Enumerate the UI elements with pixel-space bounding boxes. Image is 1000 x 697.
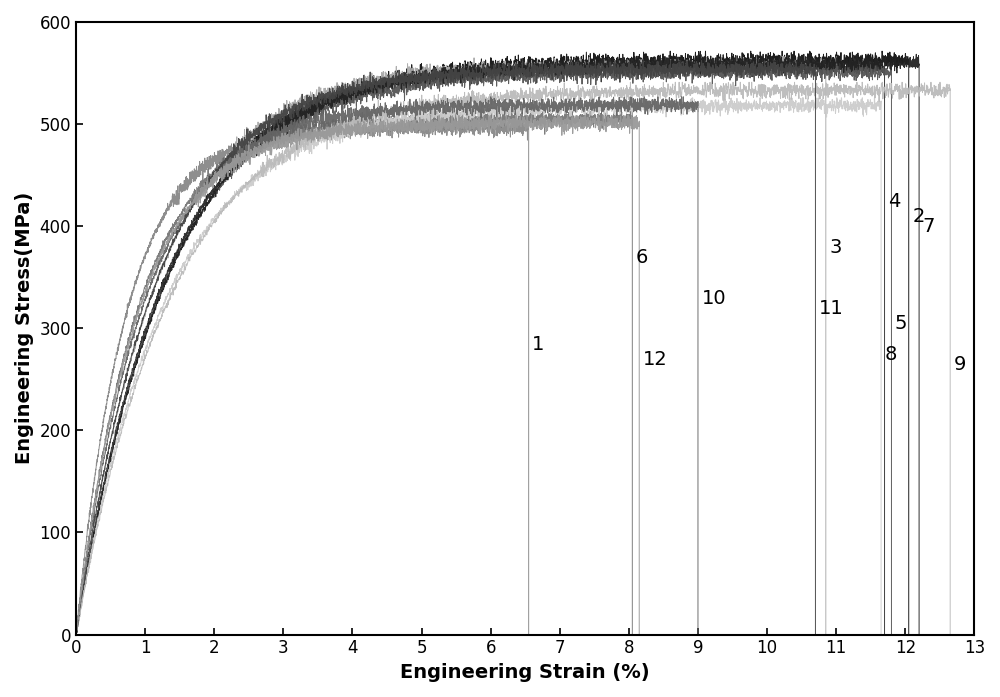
Text: 4: 4: [888, 192, 900, 211]
Y-axis label: Engineering Stress(MPa): Engineering Stress(MPa): [15, 192, 34, 464]
Text: 2: 2: [912, 207, 925, 227]
Text: 1: 1: [532, 335, 544, 354]
Text: 6: 6: [636, 248, 648, 267]
Text: 9: 9: [954, 355, 966, 374]
X-axis label: Engineering Strain (%): Engineering Strain (%): [400, 663, 650, 682]
Text: 5: 5: [895, 314, 907, 333]
Text: 11: 11: [819, 299, 844, 318]
Text: 8: 8: [885, 345, 897, 364]
Text: 3: 3: [829, 238, 842, 256]
Text: 10: 10: [701, 289, 726, 308]
Text: 12: 12: [643, 350, 667, 369]
Text: 7: 7: [923, 217, 935, 236]
